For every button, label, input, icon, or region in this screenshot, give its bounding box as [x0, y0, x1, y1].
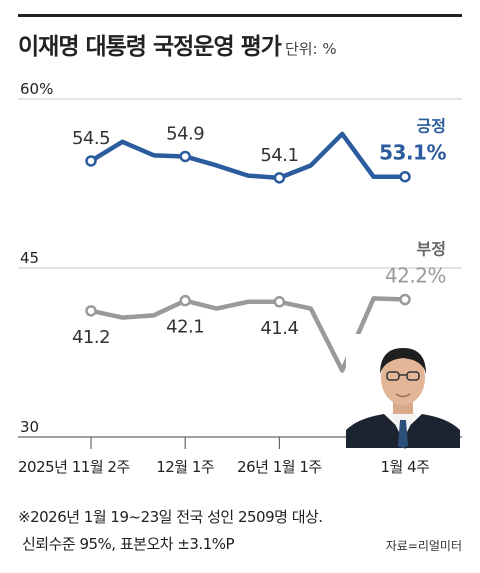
chart-title-text: 이재명 대통령 국정운영 평가: [18, 34, 282, 60]
y-tick-label: 30: [20, 418, 39, 436]
x-tick-label: 2025년 11월 2주: [18, 458, 130, 476]
president-portrait: [346, 334, 460, 448]
data-label: 54.5: [72, 128, 110, 149]
data-label: 42.1: [166, 317, 204, 338]
x-tick-label: 1월 4주: [381, 458, 430, 476]
title-rule: [18, 14, 462, 17]
series-line: [88, 131, 408, 181]
data-point: [85, 305, 97, 317]
data-label: 42.2%: [385, 264, 446, 288]
y-tick-label: 45: [20, 249, 39, 267]
data-point: [179, 150, 191, 163]
survey-footnote: ※2026년 1월 19~23일 전국 성인 2509명 대상.: [18, 508, 323, 526]
series-name: 긍정: [417, 117, 446, 136]
series-name: 부정: [417, 240, 446, 259]
data-point: [179, 294, 191, 307]
source-label: 자료=리얼미터: [385, 539, 462, 553]
data-label: 54.9: [166, 123, 204, 144]
data-label: 53.1%: [379, 141, 446, 165]
data-label: 54.1: [260, 145, 298, 166]
data-label: 41.2: [72, 327, 110, 348]
data-point: [399, 170, 411, 183]
x-tick-label: 12월 1주: [156, 458, 214, 476]
data-point: [399, 293, 411, 306]
x-tick-label: 26년 1월 1주: [237, 458, 322, 476]
data-point: [273, 296, 286, 308]
margin-of-error-note: 신뢰수준 95%, 표본오차 ±3.1%P: [22, 535, 235, 553]
data-point: [273, 172, 286, 184]
unit-label: 단위: %: [284, 40, 337, 58]
data-point: [85, 155, 97, 167]
data-label: 41.4: [260, 318, 298, 339]
y-tick-label: 60%: [20, 80, 53, 98]
chart-title: 이재명 대통령 국정운영 평가 단위: %: [18, 27, 337, 61]
